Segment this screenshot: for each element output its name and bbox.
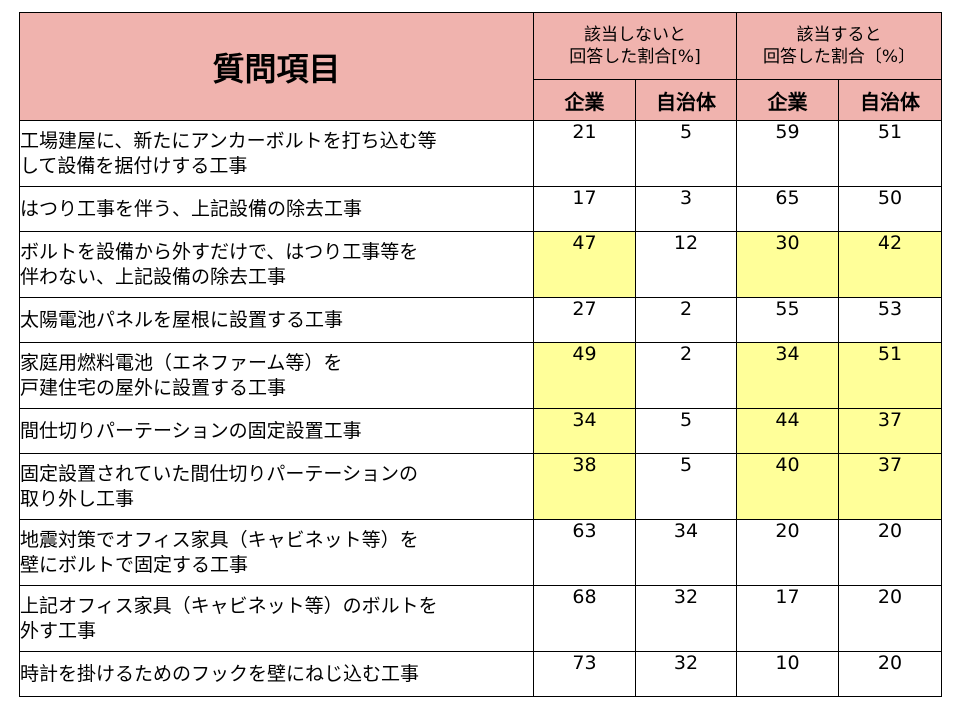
applicable-company-cell: 40 (736, 453, 840, 520)
table-row: 時計を掛けるためのフックを壁にねじ込む工事 73 32 10 20 (19, 651, 943, 697)
not-applicable-company-cell: 73 (533, 651, 636, 697)
applicable-company-cell: 17 (736, 585, 840, 652)
applicable-company-cell: 34 (736, 342, 840, 409)
applicable-company-cell: 10 (736, 651, 840, 697)
not-applicable-municipality-cell: 34 (634, 519, 738, 586)
not-applicable-municipality-cell: 3 (634, 186, 738, 232)
applicable-municipality-cell: 50 (838, 186, 943, 232)
not-applicable-municipality-cell: 12 (634, 231, 738, 298)
not-applicable-company-cell: 47 (533, 231, 636, 298)
not-applicable-municipality-cell: 2 (634, 342, 738, 409)
applicable-company-cell: 55 (736, 297, 840, 343)
applicable-company-cell: 20 (736, 519, 840, 586)
survey-table: 質問項目 該当しないと 回答した割合[%] 該当すると 回答した割合〔%〕 企業… (19, 12, 943, 697)
question-cell: ボルトを設備から外すだけで、はつり工事等を 伴わない、上記設備の除去工事 (19, 231, 534, 298)
applicable-company-cell: 59 (736, 120, 840, 187)
not-applicable-company-cell: 38 (533, 453, 636, 520)
question-cell: 太陽電池パネルを屋根に設置する工事 (19, 297, 534, 343)
not-applicable-company-cell: 63 (533, 519, 636, 586)
not-applicable-company-cell: 27 (533, 297, 636, 343)
not-applicable-group-header: 該当しないと 回答した割合[%] (532, 12, 738, 80)
not-applicable-municipality-cell: 32 (634, 651, 738, 697)
table-row: ボルトを設備から外すだけで、はつり工事等を 伴わない、上記設備の除去工事 47 12… (19, 231, 943, 298)
sub-header-company: 企業 (533, 79, 636, 121)
applicable-municipality-cell: 20 (838, 585, 943, 652)
applicable-company-cell: 30 (736, 231, 840, 298)
applicable-municipality-cell: 20 (838, 651, 943, 697)
question-cell: 地震対策でオフィス家具（キャビネット等）を 壁にボルトで固定する工事 (19, 519, 534, 586)
not-applicable-municipality-cell: 5 (634, 453, 738, 520)
table-row: 上記オフィス家具（キャビネット等）のボルトを 外す工事 68 32 17 20 (19, 585, 943, 652)
sub-header-company: 企業 (736, 79, 840, 121)
question-cell: 上記オフィス家具（キャビネット等）のボルトを 外す工事 (19, 585, 534, 652)
applicable-municipality-cell: 53 (838, 297, 943, 343)
question-column-header: 質問項目 (19, 12, 534, 121)
not-applicable-company-cell: 68 (533, 585, 636, 652)
table-row: 固定設置されていた間仕切りパーテーションの 取り外し工事 38 5 40 37 (19, 453, 943, 520)
not-applicable-municipality-cell: 32 (634, 585, 738, 652)
table-row: 地震対策でオフィス家具（キャビネット等）を 壁にボルトで固定する工事 63 34 20… (19, 519, 943, 586)
table-row: 太陽電池パネルを屋根に設置する工事 27 2 55 53 (19, 297, 943, 343)
table-row: はつり工事を伴う、上記設備の除去工事 17 3 65 50 (19, 186, 943, 232)
not-applicable-company-cell: 34 (533, 408, 636, 454)
not-applicable-company-cell: 21 (533, 120, 636, 187)
sub-header-municipality: 自治体 (634, 79, 738, 121)
applicable-municipality-cell: 42 (838, 231, 943, 298)
applicable-company-cell: 44 (736, 408, 840, 454)
applicable-group-header: 該当すると 回答した割合〔%〕 (736, 12, 943, 80)
question-cell: 間仕切りパーテーションの固定設置工事 (19, 408, 534, 454)
applicable-municipality-cell: 37 (838, 453, 943, 520)
table-row: 家庭用燃料電池（エネファーム等）を 戸建住宅の屋外に設置する工事 49 2 34 51 (19, 342, 943, 409)
table-row: 間仕切りパーテーションの固定設置工事 34 5 44 37 (19, 408, 943, 454)
applicable-municipality-cell: 51 (838, 120, 943, 187)
not-applicable-municipality-cell: 5 (634, 120, 738, 187)
not-applicable-municipality-cell: 5 (634, 408, 738, 454)
applicable-municipality-cell: 20 (838, 519, 943, 586)
question-cell: 固定設置されていた間仕切りパーテーションの 取り外し工事 (19, 453, 534, 520)
question-cell: 工場建屋に、新たにアンカーボルトを打ち込む等 して設備を据付けする工事 (19, 120, 534, 187)
question-cell: はつり工事を伴う、上記設備の除去工事 (19, 186, 534, 232)
not-applicable-company-cell: 49 (533, 342, 636, 409)
sub-header-municipality: 自治体 (838, 79, 943, 121)
not-applicable-municipality-cell: 2 (634, 297, 738, 343)
question-cell: 時計を掛けるためのフックを壁にねじ込む工事 (19, 651, 534, 697)
not-applicable-company-cell: 17 (533, 186, 636, 232)
table-row: 工場建屋に、新たにアンカーボルトを打ち込む等 して設備を据付けする工事 21 5 59… (19, 120, 943, 187)
applicable-company-cell: 65 (736, 186, 840, 232)
applicable-municipality-cell: 37 (838, 408, 943, 454)
question-cell: 家庭用燃料電池（エネファーム等）を 戸建住宅の屋外に設置する工事 (19, 342, 534, 409)
applicable-municipality-cell: 51 (838, 342, 943, 409)
